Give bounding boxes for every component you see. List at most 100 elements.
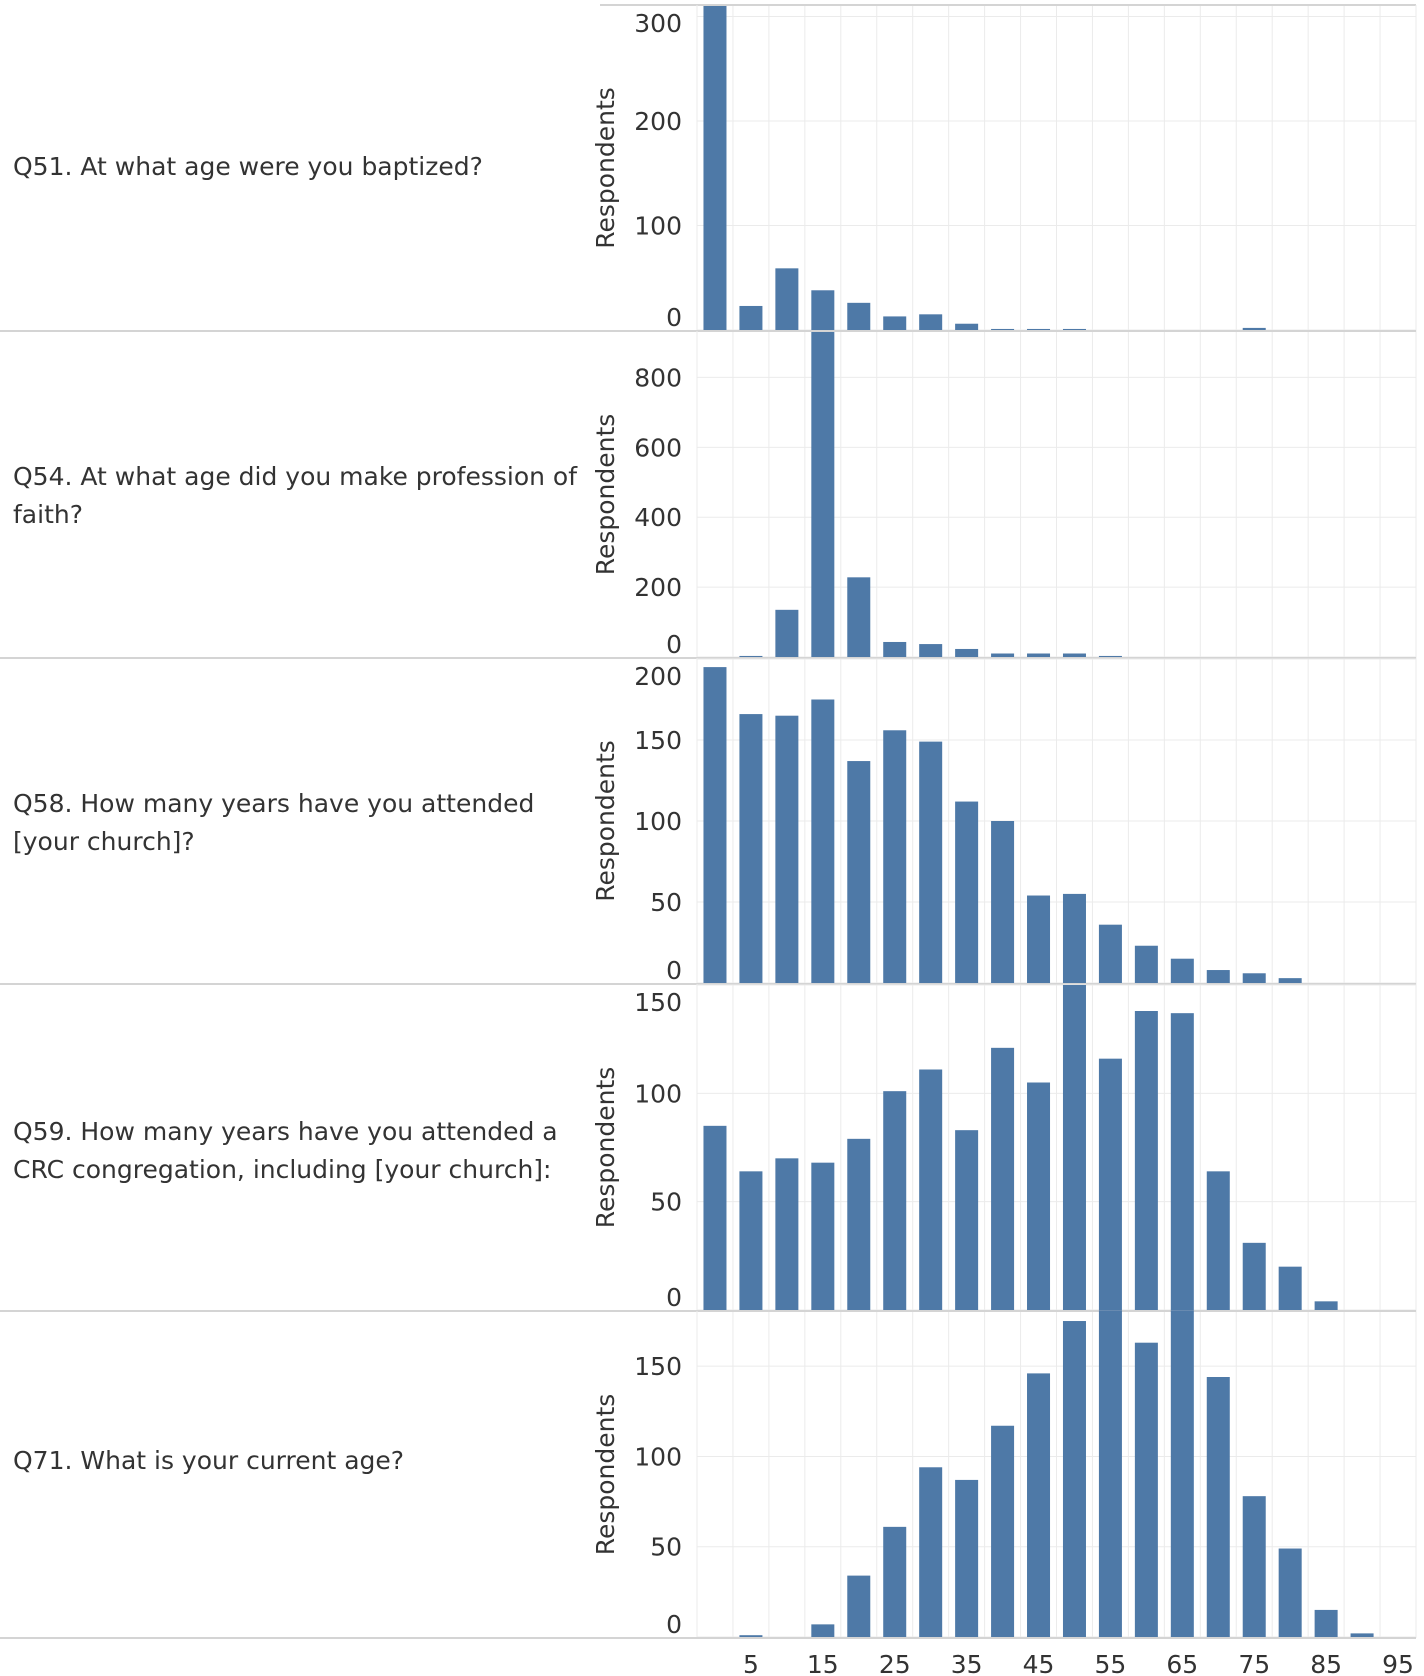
histogram-bar	[1206, 970, 1230, 983]
histogram-bar	[991, 1047, 1015, 1310]
x-tick-label: 95	[1382, 1650, 1414, 1676]
x-tick-label: 45	[1023, 1650, 1055, 1676]
y-tick-label: 200	[634, 107, 682, 136]
histogram-bar	[775, 1158, 799, 1310]
x-tick-label: 85	[1310, 1650, 1342, 1676]
histogram-bar	[919, 644, 943, 657]
histogram-bar	[1350, 1633, 1374, 1637]
x-tick-label: 25	[879, 1650, 911, 1676]
histogram-bar	[1278, 978, 1302, 983]
y-axis-title: Respondents	[591, 1067, 620, 1229]
y-tick-label: 0	[666, 1610, 682, 1639]
histogram-bar	[739, 1171, 763, 1310]
histogram-bar	[1027, 1082, 1051, 1310]
histogram-bar	[739, 714, 763, 983]
histogram-bar	[883, 641, 907, 657]
x-tick-label: 65	[1166, 1650, 1198, 1676]
histogram-bar	[1242, 973, 1266, 983]
histogram-bar	[955, 1130, 979, 1310]
y-tick-label: 100	[634, 807, 682, 836]
y-tick-label: 800	[634, 363, 682, 392]
y-tick-label: 0	[666, 303, 682, 332]
histogram-bar	[739, 1635, 763, 1637]
y-tick-label: 200	[634, 573, 682, 602]
histogram-bar	[1027, 328, 1051, 330]
y-tick-label: 100	[634, 1079, 682, 1108]
y-axis-title: Respondents	[591, 740, 620, 902]
y-tick-label: 0	[666, 956, 682, 985]
histogram-bar	[775, 609, 799, 657]
histogram-bar	[1134, 945, 1158, 983]
histogram-bar	[1170, 1013, 1194, 1310]
histogram-bar	[1062, 893, 1086, 983]
histogram-bar	[1242, 327, 1266, 330]
y-axis-title: Respondents	[591, 1394, 620, 1556]
histogram-bar	[1134, 1342, 1158, 1637]
histogram-bar	[955, 648, 979, 657]
y-tick-label: 150	[634, 988, 682, 1017]
y-tick-label: 0	[666, 630, 682, 659]
histogram-bar	[883, 316, 907, 330]
histogram-bar	[991, 821, 1015, 983]
histogram-bar	[991, 1425, 1015, 1637]
histogram-bar	[811, 699, 835, 983]
histogram-bar	[847, 1138, 871, 1310]
histogram-bar	[703, 667, 727, 983]
y-tick-label: 200	[634, 662, 682, 691]
histogram-bar	[1314, 1609, 1338, 1637]
x-tick-label: 15	[807, 1650, 839, 1676]
histogram-bar	[811, 1162, 835, 1310]
histogram-bar	[1062, 653, 1086, 657]
histogram-bar	[847, 302, 871, 330]
histogram-bar	[955, 1479, 979, 1637]
histogram-bar	[991, 653, 1015, 657]
histogram-bar	[1062, 1321, 1086, 1637]
x-tick-label: 35	[951, 1650, 983, 1676]
histogram-bar	[1098, 1310, 1122, 1637]
histogram-bar	[919, 1467, 943, 1637]
y-axis-title: Respondents	[591, 414, 620, 576]
histogram-bar	[1134, 1011, 1158, 1310]
histogram-bar	[1206, 1171, 1230, 1310]
histogram-bar	[775, 715, 799, 983]
y-tick-label: 400	[634, 503, 682, 532]
histogram-bar	[847, 761, 871, 983]
histogram-bar	[991, 328, 1015, 330]
question-label: Q51. At what age were you baptized?	[13, 152, 483, 181]
x-tick-label: 55	[1095, 1650, 1127, 1676]
histogram-bar	[1170, 958, 1194, 983]
x-tick-label: 5	[743, 1650, 759, 1676]
histogram-bar	[1206, 1377, 1230, 1637]
y-tick-label: 0	[666, 1283, 682, 1312]
histogram-bar	[883, 1526, 907, 1637]
histogram-bar	[1314, 1301, 1338, 1310]
histogram-bar	[847, 1575, 871, 1637]
y-tick-label: 50	[650, 1533, 682, 1562]
histogram-bar	[955, 323, 979, 330]
histogram-bar	[811, 1624, 835, 1637]
histogram-bar	[955, 801, 979, 983]
histogram-bar	[1242, 1242, 1266, 1310]
histogram-bar	[1027, 1373, 1051, 1637]
y-tick-label: 150	[634, 726, 682, 755]
y-tick-label: 600	[634, 433, 682, 462]
x-tick-label: 75	[1238, 1650, 1270, 1676]
histogram-bar	[883, 730, 907, 983]
y-axis-title: Respondents	[591, 87, 620, 249]
histogram-bar	[883, 1091, 907, 1310]
histogram-bar	[775, 268, 799, 330]
histogram-bar	[811, 332, 835, 657]
histogram-bar	[1062, 328, 1086, 330]
histogram-bar	[703, 6, 727, 330]
y-tick-label: 150	[634, 1352, 682, 1381]
histogram-bar	[739, 305, 763, 330]
question-label: Q54. At what age did you make profession…	[13, 462, 578, 529]
histogram-bar	[1098, 1058, 1122, 1310]
histogram-bar	[919, 314, 943, 330]
histogram-bar	[1278, 1266, 1302, 1310]
histogram-bar	[811, 290, 835, 330]
histogram-bar	[1098, 655, 1122, 657]
histogram-bar	[703, 1125, 727, 1310]
histogram-bar	[1242, 1496, 1266, 1637]
histogram-bar	[1027, 653, 1051, 657]
